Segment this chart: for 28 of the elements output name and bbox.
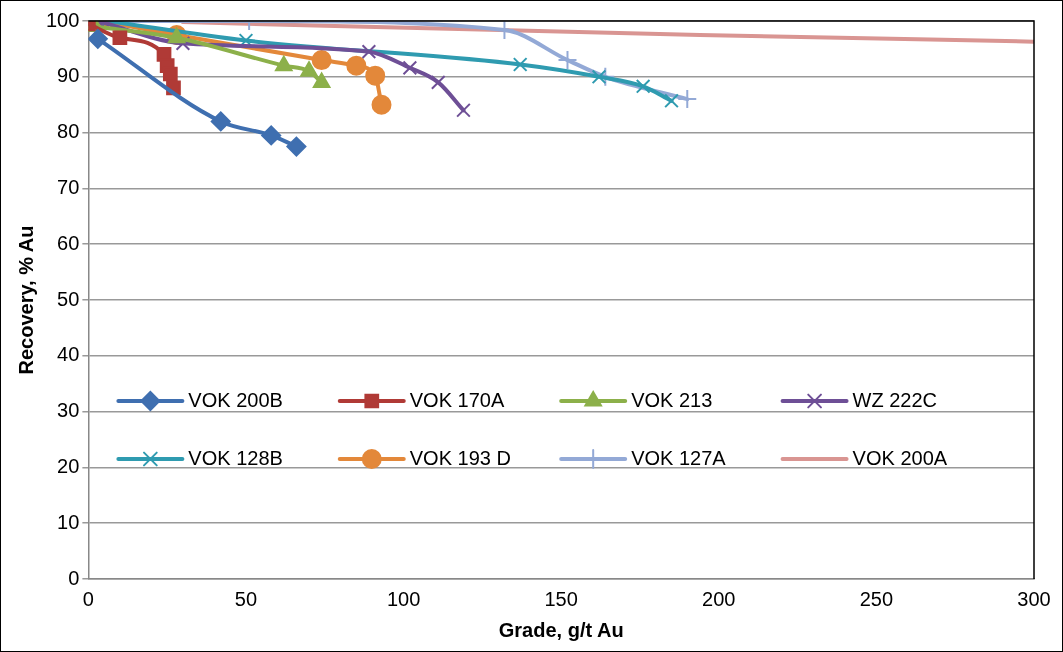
x-tick-label: 250 (859, 587, 894, 610)
y-tick-label: 80 (57, 120, 80, 143)
legend-label: VOK 128B (188, 446, 283, 469)
x-tick-label: 0 (82, 587, 94, 610)
legend-label: VOK 200A (852, 446, 948, 469)
x-axis-title: Grade, g/t Au (498, 618, 624, 641)
legend-label: VOK 213 (631, 388, 713, 411)
legend-label: VOK 200B (188, 388, 283, 411)
y-tick-label: 70 (57, 175, 80, 198)
x-tick-label: 50 (234, 587, 258, 610)
x-tick-label: 200 (702, 587, 736, 610)
y-axis-title: Recovery, % Au (14, 225, 37, 375)
legend-label: VOK 127A (631, 446, 727, 469)
x-tick-label: 300 (1017, 587, 1051, 610)
y-tick-label: 40 (57, 343, 80, 366)
y-tick-label: 20 (57, 454, 80, 477)
y-tick-label: 60 (57, 231, 80, 254)
y-tick-label: 30 (57, 399, 80, 422)
y-tick-label: 90 (57, 64, 80, 87)
x-tick-label: 150 (544, 587, 578, 610)
y-tick-label: 100 (45, 8, 80, 31)
y-tick-label: 10 (57, 510, 80, 533)
y-tick-label: 0 (68, 566, 80, 589)
x-tick-label: 100 (386, 587, 421, 610)
legend-label: VOK 170A (409, 388, 505, 411)
legend-label: VOK 193 D (409, 446, 511, 469)
legend-label: WZ 222C (852, 388, 938, 411)
y-tick-label: 50 (57, 287, 80, 310)
